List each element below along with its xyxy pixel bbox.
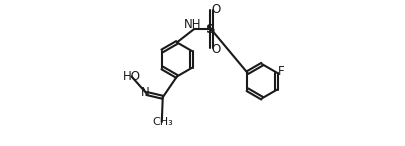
Text: O: O xyxy=(211,3,220,16)
Text: N: N xyxy=(141,86,150,99)
Text: S: S xyxy=(206,23,216,36)
Text: NH: NH xyxy=(184,18,202,31)
Text: O: O xyxy=(211,42,220,55)
Text: CH₃: CH₃ xyxy=(152,117,173,127)
Text: F: F xyxy=(278,65,285,78)
Text: HO: HO xyxy=(123,70,141,83)
